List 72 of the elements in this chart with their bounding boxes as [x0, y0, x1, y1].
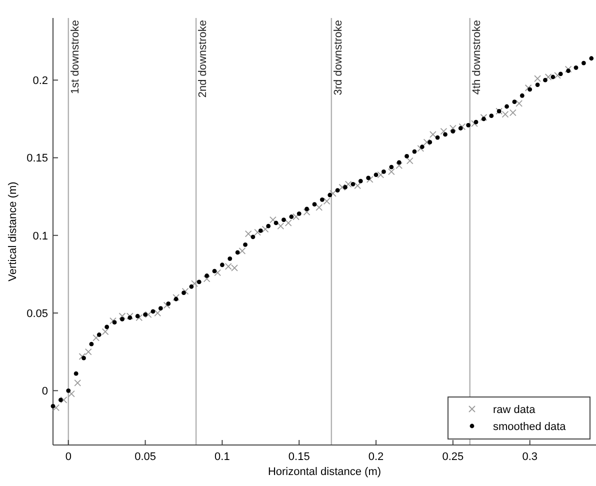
- point: [92, 334, 100, 342]
- point: [84, 348, 92, 356]
- point: [110, 317, 116, 324]
- point: [458, 123, 466, 130]
- point: [471, 120, 478, 128]
- point: [524, 84, 532, 92]
- y-tick-label: 0.15: [26, 152, 48, 165]
- point: [52, 404, 60, 412]
- point: [154, 310, 162, 316]
- x-tick-label: 0.1: [214, 451, 230, 463]
- ref-line-label: 3rd downstroke: [332, 20, 344, 96]
- point: [396, 162, 403, 169]
- ref-line-label: 4th downstroke: [470, 20, 483, 95]
- point: [144, 311, 152, 318]
- point: [78, 353, 86, 360]
- point: [544, 74, 552, 80]
- x-tick-label: 0.2: [368, 451, 384, 463]
- x-axis-title: Horizontal distance (m): [268, 466, 382, 478]
- point: [182, 288, 189, 295]
- x-tick-label: 0.15: [288, 451, 310, 463]
- point: [244, 230, 252, 238]
- point: [323, 198, 330, 205]
- ref-line-label: 1st downstroke: [69, 20, 82, 94]
- y-tick-label: 0.1: [32, 230, 48, 242]
- point: [163, 302, 170, 309]
- y-tick-label: 0.2: [32, 75, 48, 88]
- ref-line-label: 2nd downstroke: [197, 20, 210, 98]
- point: [449, 124, 456, 132]
- point: [440, 128, 448, 135]
- point: [172, 294, 180, 301]
- point: [238, 247, 246, 254]
- point: [277, 222, 284, 230]
- point: [74, 379, 82, 386]
- legend-label: raw data: [493, 404, 536, 416]
- point: [377, 171, 384, 178]
- point: [68, 390, 75, 398]
- point: [417, 144, 424, 152]
- x-tick-label: 0.3: [522, 451, 538, 463]
- point: [60, 396, 68, 404]
- point: [406, 157, 414, 164]
- point: [534, 75, 541, 82]
- x-tick-label: 0.05: [134, 451, 156, 463]
- point: [203, 275, 210, 282]
- x-tick-label: 0.25: [442, 451, 464, 463]
- point: [284, 220, 292, 226]
- point: [102, 328, 109, 336]
- point: [480, 114, 488, 121]
- y-axis-title: Vertical distance (m): [7, 182, 19, 282]
- point: [214, 269, 222, 276]
- point: [554, 72, 561, 79]
- point: [270, 216, 276, 224]
- point: [423, 138, 430, 146]
- y-tick-label: 0: [42, 386, 48, 398]
- point: [564, 66, 572, 73]
- y-tick-label: 0.05: [26, 308, 48, 320]
- point: [292, 213, 300, 220]
- point: [316, 204, 323, 211]
- point: [191, 280, 198, 287]
- point: [254, 228, 262, 236]
- point: [136, 314, 143, 322]
- point: [344, 180, 352, 188]
- point: [330, 190, 336, 197]
- point: [516, 100, 523, 107]
- point: [366, 176, 374, 183]
- legend-label: smoothed data: [493, 421, 567, 433]
- x-tick-label: 0: [65, 451, 72, 463]
- point: [388, 168, 395, 176]
- point: [262, 226, 269, 233]
- point: [354, 182, 362, 190]
- point: [429, 131, 436, 138]
- point: [338, 184, 346, 191]
- point: [303, 208, 310, 216]
